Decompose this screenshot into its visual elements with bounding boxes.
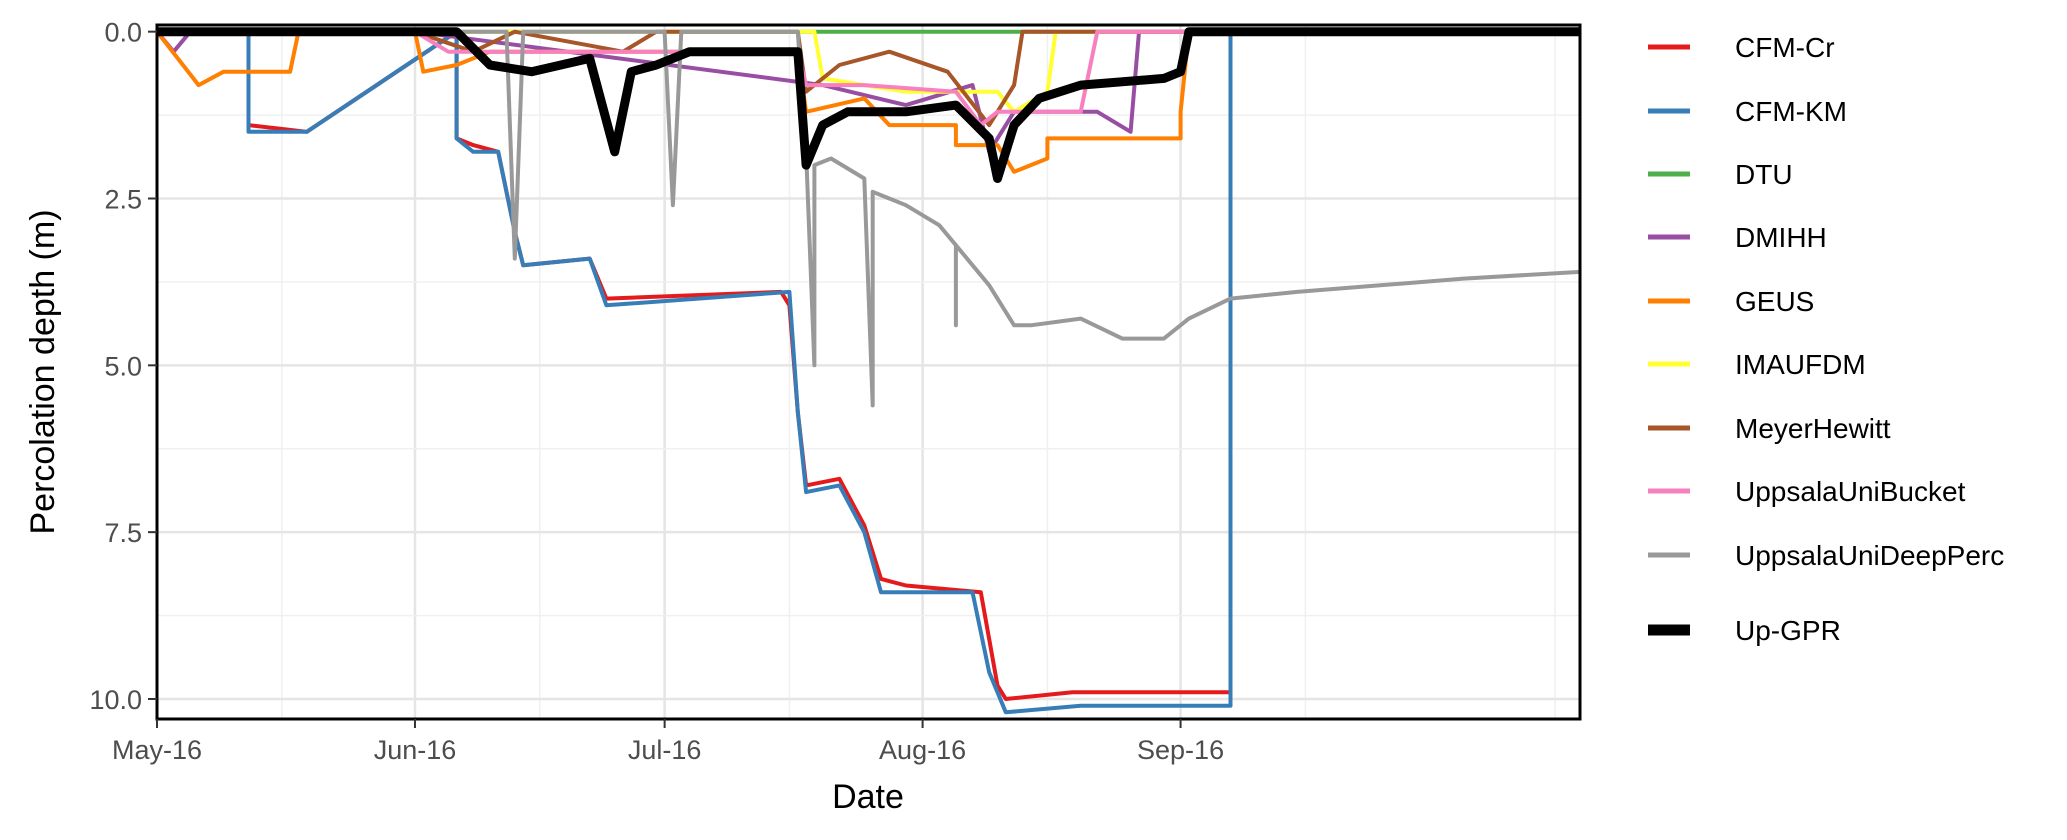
legend-label: CFM-KM — [1735, 96, 1847, 127]
y-axis: 0.0 2.5 5.0 7.5 10.0 — [89, 18, 157, 715]
plot-area — [155, 27, 1581, 715]
legend-label: GEUS — [1735, 286, 1814, 317]
legend: CFM-Cr CFM-KM DTU DMIHH GEUS IMAUFDM MeyerHewi… — [1648, 32, 2004, 646]
y-tick-label: 2.5 — [104, 185, 142, 215]
legend-label: UppsalaUniBucket — [1735, 476, 1966, 507]
legend-label: DMIHH — [1735, 222, 1827, 253]
legend-label: MeyerHewitt — [1735, 413, 1891, 444]
series-line-up-gpr — [157, 27, 1580, 183]
x-tick-label: Aug-16 — [879, 735, 966, 765]
legend-label: DTU — [1735, 159, 1793, 190]
x-tick-label: Sep-16 — [1137, 735, 1224, 765]
legend-label: CFM-Cr — [1735, 32, 1835, 63]
series-line-geus — [155, 29, 1580, 174]
plot-border — [155, 23, 1582, 721]
y-tick-label: 7.5 — [104, 518, 142, 548]
legend-label: IMAUFDM — [1735, 349, 1866, 380]
legend-label: Up-GPR — [1735, 615, 1841, 646]
legend-label: UppsalaUniDeepPerc — [1735, 540, 2004, 571]
x-tick-label: May-16 — [112, 735, 202, 765]
x-tick-label: Jul-16 — [628, 735, 702, 765]
series-line-meyerhewitt — [157, 29, 1580, 128]
y-tick-label: 10.0 — [89, 685, 142, 715]
x-axis-title: Date — [832, 778, 904, 816]
y-axis-title: Percolation depth (m) — [24, 209, 62, 534]
series-line-uppsalaunideepperc — [157, 29, 1581, 408]
series-line-uppsalaunibucket — [157, 29, 1580, 128]
x-axis: May-16 Jun-16 Jul-16 Aug-16 Sep-16 — [112, 719, 1224, 765]
y-tick-label: 5.0 — [104, 351, 142, 381]
y-tick-label: 0.0 — [104, 18, 142, 48]
x-tick-label: Jun-16 — [374, 735, 457, 765]
